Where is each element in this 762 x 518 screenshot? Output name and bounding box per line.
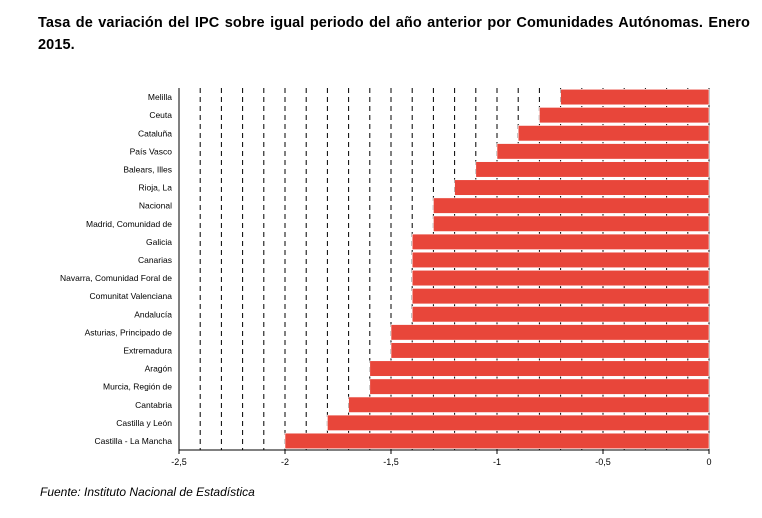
chart-title: Tasa de variación del IPC sobre igual pe…	[38, 15, 750, 53]
category-label: Galicia	[146, 237, 172, 247]
bar	[411, 233, 710, 250]
category-label: Balears, Illes	[123, 164, 172, 174]
category-label: Cantabria	[135, 400, 172, 410]
bar	[411, 251, 710, 269]
x-tick-label: 0	[706, 457, 711, 467]
category-label: Madrid, Comunidad de	[86, 219, 172, 229]
bar	[517, 125, 710, 142]
category-label: Nacional	[139, 201, 172, 211]
category-label: Andalucía	[134, 309, 172, 319]
category-label: Extremadura	[123, 345, 172, 355]
category-label: Navarra, Comunidad Foral de	[60, 273, 172, 283]
bar	[369, 360, 710, 377]
bar	[433, 197, 710, 214]
category-label: Aragón	[145, 364, 173, 374]
bars	[284, 88, 710, 450]
category-label: Rioja, La	[138, 183, 172, 193]
category-label: Melilla	[148, 92, 172, 102]
bar	[284, 432, 710, 450]
bar	[496, 143, 710, 160]
x-tick-label: -1	[493, 457, 501, 467]
x-tick-label: -1,5	[383, 457, 399, 467]
x-tick-label: -2	[281, 457, 289, 467]
bar	[390, 342, 710, 359]
x-tick-label: -0,5	[595, 457, 611, 467]
source-note: Fuente: Instituto Nacional de Estadístic…	[40, 485, 255, 499]
bar	[411, 306, 710, 323]
bar	[327, 414, 710, 431]
bar	[390, 324, 710, 341]
x-axis: -2,5 -2 -1,5 -1 -0,5 0	[171, 449, 712, 467]
bar	[348, 396, 710, 413]
category-label: Castilla - La Mancha	[95, 436, 173, 446]
bar	[560, 88, 710, 106]
category-label: Asturias, Principado de	[85, 327, 173, 337]
category-label: Comunitat Valenciana	[89, 291, 172, 301]
bar	[433, 215, 710, 232]
category-labels: Melilla Ceuta Cataluña País Vasco Balears, I…	[60, 92, 172, 446]
grid-lines	[178, 88, 710, 450]
bar	[475, 161, 710, 178]
bar	[411, 269, 710, 287]
bar	[369, 378, 710, 395]
bar	[411, 288, 710, 305]
category-label: Cataluña	[138, 128, 172, 138]
x-tick-label: -2,5	[171, 457, 187, 467]
bar	[454, 179, 710, 196]
category-label: Canarias	[138, 255, 172, 265]
category-label: Murcia, Región de	[103, 382, 172, 392]
category-label: País Vasco	[130, 146, 173, 156]
bar	[539, 107, 710, 124]
category-label: Castilla y León	[116, 418, 172, 428]
category-label: Ceuta	[149, 110, 172, 120]
